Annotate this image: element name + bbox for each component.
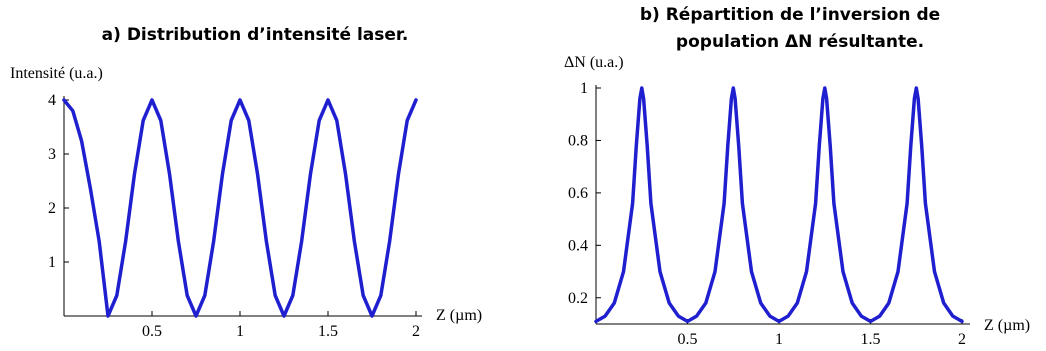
chart-a-y-tick-label: 4 bbox=[48, 92, 56, 109]
chart-b-title-line-1: b) Répartition de l’inversion de bbox=[640, 5, 940, 25]
chart-b-x-tick-label: 2 bbox=[958, 331, 966, 348]
chart-b-xlabel: Z (µm) bbox=[984, 317, 1030, 334]
chart-a-series-line bbox=[62, 98, 418, 318]
chart-b-x-tick-label: 1 bbox=[775, 331, 783, 348]
chart-a-x-tick-label: 1 bbox=[236, 323, 244, 340]
chart-b-x-tick-label: 1.5 bbox=[861, 331, 881, 348]
chart-a-x-tick-label: 1.5 bbox=[318, 323, 338, 340]
chart-a-title: a) Distribution d’intensité laser. bbox=[102, 25, 409, 45]
chart-b-series-line bbox=[594, 86, 964, 324]
chart-a-x-tick-label: 2 bbox=[412, 323, 420, 340]
chart-a-ylabel: Intensité (u.a.) bbox=[10, 65, 103, 82]
chart-a-y-tick-label: 1 bbox=[48, 254, 56, 271]
chart-b-y-tick-label: 0.2 bbox=[568, 290, 588, 307]
chart-a: a) Distribution d’intensité laser. Inten… bbox=[10, 25, 482, 340]
chart-a-xlabel: Z (µm) bbox=[436, 307, 482, 324]
chart-b-title-line-2: population ΔN résultante. bbox=[676, 32, 924, 52]
chart-b-y-tick-label: 0.6 bbox=[568, 185, 588, 202]
chart-a-x-tick-label: 0.5 bbox=[142, 323, 162, 340]
chart-b-x-tick-label: 0.5 bbox=[678, 331, 698, 348]
chart-a-y-tick-label: 3 bbox=[48, 146, 56, 163]
chart-b-y-tick-label: 0.4 bbox=[568, 237, 588, 254]
chart-b-y-tick-label: 1 bbox=[580, 80, 588, 97]
chart-a-y-tick-label: 2 bbox=[48, 200, 56, 217]
chart-b: b) Répartition de l’inversion de populat… bbox=[564, 5, 1030, 348]
chart-b-y-tick-label: 0.8 bbox=[568, 132, 588, 149]
chart-b-ylabel: ΔN (u.a.) bbox=[564, 54, 624, 71]
